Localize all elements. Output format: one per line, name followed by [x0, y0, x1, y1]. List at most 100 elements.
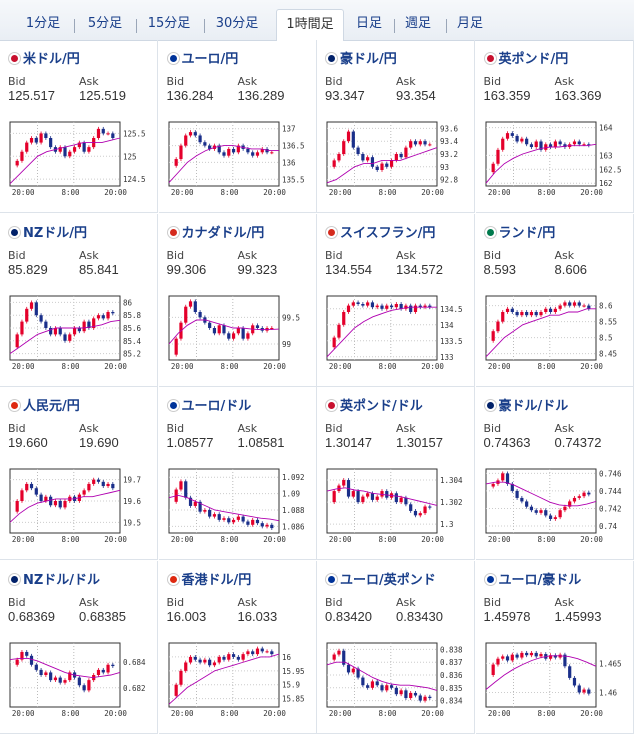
candle-body [34, 301, 38, 315]
pair-title[interactable]: 豪ドル/円 [325, 48, 397, 67]
candle-body [207, 659, 211, 665]
pair-title[interactable]: ユーロ/円 [167, 48, 238, 67]
candle-body [101, 481, 105, 487]
moving-average-line [9, 489, 121, 523]
candle-body [428, 144, 432, 146]
candle-body [385, 163, 389, 167]
candle-body [178, 670, 183, 685]
pair-title[interactable]: 米ドル/円 [8, 48, 80, 67]
pair-title[interactable]: ランド/円 [484, 222, 556, 241]
tab-3[interactable]: 15分足 [147, 16, 191, 31]
pair-card[interactable]: ユーロ/豪ドル Bid 1.45978 Ask 1.45993 1.465 1.46 20:0… [475, 560, 634, 734]
bid-price: 134.554 [325, 261, 372, 277]
pair-card[interactable]: NZドル/ドル Bid 0.68369 Ask 0.68385 0.684 0.682 20:… [0, 560, 158, 734]
y-tick-label: 164 [599, 124, 613, 133]
pair-title[interactable]: 人民元/円 [8, 395, 80, 414]
x-tick-label: 20:00 [487, 188, 510, 197]
ask-label: Ask [396, 75, 416, 88]
candle-body [111, 133, 115, 138]
bid-price: 136.284 [166, 88, 214, 103]
candle-body [63, 679, 67, 683]
tab-5[interactable]: 1時間足 [276, 9, 344, 41]
candle-body [183, 481, 187, 498]
pair-title[interactable]: ユーロ/ドル [167, 395, 251, 414]
y-tick-label: 1.09 [282, 490, 300, 499]
candle-body [82, 490, 86, 495]
bid-price: 0.74363 [483, 435, 531, 450]
pair-card[interactable]: NZドル/円 Bid 85.829 Ask 85.841 86 85.8 85.6 85.4 85… [0, 213, 158, 387]
plot-frame [485, 295, 596, 360]
candle-body [389, 305, 394, 307]
pair-title[interactable]: カナダドル/円 [167, 222, 264, 241]
candle-body [260, 148, 264, 153]
candle-body [236, 656, 240, 660]
candle-body [586, 305, 590, 309]
tab-4[interactable]: 30分足 [215, 16, 259, 31]
candle-body [370, 301, 375, 307]
pair-card[interactable]: 豪ドル/ドル Bid 0.74363 Ask 0.74372 0.746 0.744 0.74… [475, 387, 634, 560]
moving-average-line [168, 145, 279, 183]
pair-card[interactable]: 豪ドル/円 Bid 93.347 Ask 93.354 93.6 93.4 93.2 93 92.… [317, 40, 475, 213]
candle-body [96, 314, 101, 318]
candle-body [519, 138, 523, 142]
ask-label: Ask [396, 248, 416, 262]
pair-card[interactable]: 米ドル/円 Bid 125.517 Ask 125.519 125.5 125 124.5 20… [0, 40, 158, 213]
pair-card[interactable]: 英ポンド/ドル Bid 1.30147 Ask 1.30157 1.304 1.302 1.3… [317, 387, 475, 560]
pair-card[interactable]: スイスフラン/円 Bid 134.554 Ask 134.572 134.5 134 133.… [317, 213, 475, 387]
tab-7[interactable]: 週足 [404, 16, 431, 31]
x-tick-label: 20:00 [487, 535, 510, 544]
candle-body [529, 652, 533, 655]
candle-body [58, 327, 62, 334]
x-tick-label: 20:00 [170, 362, 193, 371]
pair-card[interactable]: ランド/円 Bid 8.593 Ask 8.606 8.6 8.55 8.5 8.45 20:00… [475, 213, 634, 387]
tab-2[interactable]: 5分足 [87, 16, 123, 31]
eu-gb-flag-icon [325, 573, 338, 586]
pair-card[interactable]: カナダドル/円 Bid 99.306 Ask 99.323 99.5 99 20:00 8:00… [158, 213, 317, 387]
pair-title[interactable]: 豪ドル/ドル [484, 395, 569, 414]
candle-body [385, 491, 389, 498]
pair-card[interactable]: 人民元/円 Bid 19.660 Ask 19.690 19.7 19.6 19.5 20:00… [0, 387, 158, 560]
candle-body [332, 654, 336, 660]
pair-card[interactable]: 英ポンド/円 Bid 163.359 Ask 163.369 164 163 162.5 162… [475, 40, 634, 213]
pair-name: ランド/円 [498, 225, 556, 241]
candle-body [260, 648, 264, 651]
tab-1[interactable]: 1分足 [25, 16, 61, 31]
ask-label: Ask [237, 595, 258, 609]
moving-average-line [168, 494, 279, 522]
pair-card[interactable]: ユーロ/英ポンド Bid 0.83420 Ask 0.83430 0.838 0.837 0.… [317, 560, 475, 734]
pair-name: 豪ドル/ドル [498, 399, 569, 414]
y-tick-label: 0.836 [440, 671, 463, 680]
candle-body [567, 665, 571, 678]
pair-title[interactable]: NZドル/円 [8, 222, 87, 241]
pair-title[interactable]: スイスフラン/円 [325, 222, 435, 241]
y-tick-label: 85.2 [123, 349, 141, 358]
candle-body [572, 141, 576, 145]
pair-card[interactable]: 香港ドル/円 Bid 16.003 Ask 16.033 16 15.95 15.9 15.85… [158, 560, 317, 734]
pair-title[interactable]: ユーロ/英ポンド [325, 569, 436, 588]
bid-price: 85.829 [8, 261, 48, 277]
candle-body [217, 656, 221, 662]
pair-card[interactable]: ユーロ/ドル Bid 1.08577 Ask 1.08581 1.092 1.09 1.088… [158, 387, 317, 560]
pair-title[interactable]: 英ポンド/円 [484, 48, 568, 67]
ask-label: Ask [396, 595, 416, 609]
tab-6[interactable]: 日足 [355, 16, 382, 31]
x-tick-label: 20:00 [12, 535, 35, 544]
candle-body [342, 141, 346, 154]
gb-flag-icon [484, 52, 497, 65]
us-flag-icon [8, 52, 21, 65]
pair-card[interactable]: ユーロ/円 Bid 136.284 Ask 136.289 137 136.5 136 135.… [158, 40, 317, 213]
candle-body [514, 490, 519, 498]
pair-title[interactable]: 香港ドル/円 [167, 569, 251, 588]
au-us-flag-icon [484, 399, 497, 412]
pair-title[interactable]: 英ポンド/ドル [325, 395, 423, 414]
candle-body [514, 311, 519, 315]
pair-title[interactable]: ユーロ/豪ドル [484, 569, 581, 588]
ask-label: Ask [237, 248, 258, 262]
pair-title[interactable]: NZドル/ドル [8, 569, 100, 588]
tab-8[interactable]: 月足 [456, 16, 483, 31]
candle-body [351, 301, 355, 306]
candle-body [505, 655, 509, 660]
candle-body [29, 655, 34, 665]
x-tick-label: 8:00 [537, 362, 556, 371]
candle-body [418, 694, 422, 701]
